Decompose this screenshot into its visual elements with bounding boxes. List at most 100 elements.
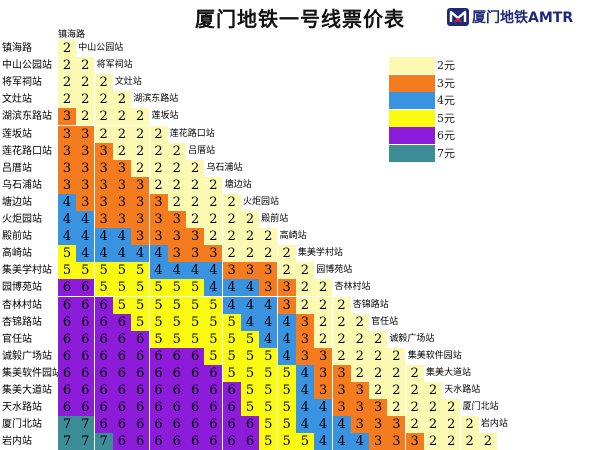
fare-cell: 2	[387, 364, 406, 382]
fare-cell: 5	[58, 262, 76, 280]
fare-cell: 4	[241, 279, 259, 297]
fare-cell: 2	[259, 245, 278, 263]
legend-swatch	[389, 144, 435, 162]
fare-cell: 6	[58, 399, 76, 417]
row-station-label: 镇海路	[2, 43, 32, 54]
fare-cell: 6	[204, 382, 223, 399]
fare-cell: 3	[76, 125, 95, 143]
fare-cell: 6	[94, 364, 113, 382]
fare-cell: 2	[94, 74, 113, 92]
fare-cell: 7	[58, 433, 76, 450]
fare-cell: 4	[186, 262, 205, 280]
fare-cell: 6	[149, 364, 168, 382]
fare-cell: 3	[387, 416, 406, 434]
fare-cell: 6	[58, 330, 76, 348]
fare-cell: 3	[76, 159, 95, 177]
fare-cell: 2	[149, 142, 168, 160]
fare-cell: 4	[222, 296, 241, 314]
column-station-label: 杏锦路站	[352, 296, 389, 314]
fare-cell: 6	[131, 399, 150, 417]
fare-cell: 6	[167, 399, 186, 417]
fare-cell: 6	[167, 416, 186, 434]
fare-cell: 4	[295, 382, 314, 399]
fare-cell: 5	[76, 262, 95, 280]
fare-cell: 2	[94, 91, 113, 109]
fare-cell: 6	[204, 416, 223, 434]
column-station-label: 岩内站	[480, 416, 508, 434]
fare-cell: 3	[58, 125, 76, 143]
fare-cell: 2	[277, 245, 296, 263]
fare-cell: 4	[204, 262, 223, 280]
fare-cell: 5	[94, 262, 113, 280]
fare-cell: 4	[149, 245, 168, 263]
fare-cell: 6	[76, 347, 95, 365]
legend-swatch	[389, 127, 435, 144]
row-station-label: 莲坂站	[2, 128, 32, 140]
fare-cell: 2	[369, 347, 388, 365]
row-station-label: 诚毅广场站	[2, 350, 52, 362]
row-station-label: 火炬园站	[2, 214, 42, 225]
fare-cell: 2	[295, 262, 314, 280]
fare-cell: 4	[332, 433, 351, 450]
fare-cell: 6	[131, 364, 150, 382]
fare-cell: 6	[58, 296, 76, 314]
fare-cell: 2	[442, 416, 461, 434]
row-station-label: 集美软件园站	[2, 367, 58, 379]
column-station-label: 集美学村站	[297, 245, 343, 263]
fare-cell: 6	[149, 433, 168, 450]
fare-cell: 7	[94, 433, 113, 450]
fare-cell: 6	[76, 313, 95, 331]
fare-cell: 6	[58, 364, 76, 382]
legend-swatch	[389, 92, 435, 109]
fare-cell: 2	[350, 347, 369, 365]
fare-cell: 2	[131, 108, 150, 126]
fare-cell: 4	[222, 279, 241, 297]
fare-cell: 3	[94, 176, 113, 194]
row-station-label: 文灶站	[2, 94, 32, 106]
fare-cell: 2	[259, 228, 278, 246]
fare-cell: 6	[94, 416, 113, 434]
fare-cell: 2	[350, 364, 369, 382]
fare-cell: 6	[204, 364, 223, 382]
legend-swatch	[389, 109, 435, 127]
fare-cell: 2	[350, 330, 369, 348]
fare-cell: 3	[259, 279, 278, 297]
fare-cell: 6	[222, 399, 241, 417]
fare-cell: 6	[131, 433, 150, 450]
fare-cell: 6	[76, 279, 95, 297]
fare-cell: 2	[332, 313, 351, 331]
fare-cell: 4	[76, 211, 95, 228]
column-station-label: 塘边站	[224, 176, 252, 194]
fare-cell: 2	[332, 330, 351, 348]
fare-cell: 2	[149, 176, 168, 194]
legend-label: 5元	[437, 111, 455, 125]
column-station-label: 火炬园站	[243, 193, 280, 211]
top-station-label: 镇海路	[58, 30, 86, 40]
fare-cell: 5	[277, 416, 296, 434]
fare-cell: 4	[149, 262, 168, 280]
column-station-label: 厦门北站	[462, 399, 499, 417]
fare-cell: 5	[149, 313, 168, 331]
fare-cell: 2	[58, 74, 76, 92]
fare-cell: 4	[112, 228, 131, 246]
fare-cell: 2	[112, 125, 131, 143]
fare-cell: 3	[94, 159, 113, 177]
fare-cell: 5	[241, 364, 259, 382]
fare-cell: 2	[76, 108, 95, 126]
row-station-label: 杏林村站	[2, 299, 42, 311]
fare-cell: 4	[241, 296, 259, 314]
fare-cell: 6	[58, 279, 76, 297]
fare-cell: 2	[58, 40, 76, 57]
fare-cell: 4	[167, 262, 186, 280]
fare-cell: 2	[76, 57, 95, 75]
row-station-label: 官任站	[2, 333, 32, 345]
column-station-label: 园博苑站	[316, 262, 353, 280]
fare-cell: 3	[131, 228, 150, 246]
fare-cell: 2	[405, 364, 424, 382]
column-station-label: 中山公园站	[78, 40, 124, 57]
row-station-label: 吕厝站	[2, 162, 32, 174]
fare-cell: 3	[58, 176, 76, 194]
fare-cell: 3	[350, 399, 369, 417]
fare-cell: 4	[131, 245, 150, 263]
fare-cell: 3	[58, 142, 76, 160]
